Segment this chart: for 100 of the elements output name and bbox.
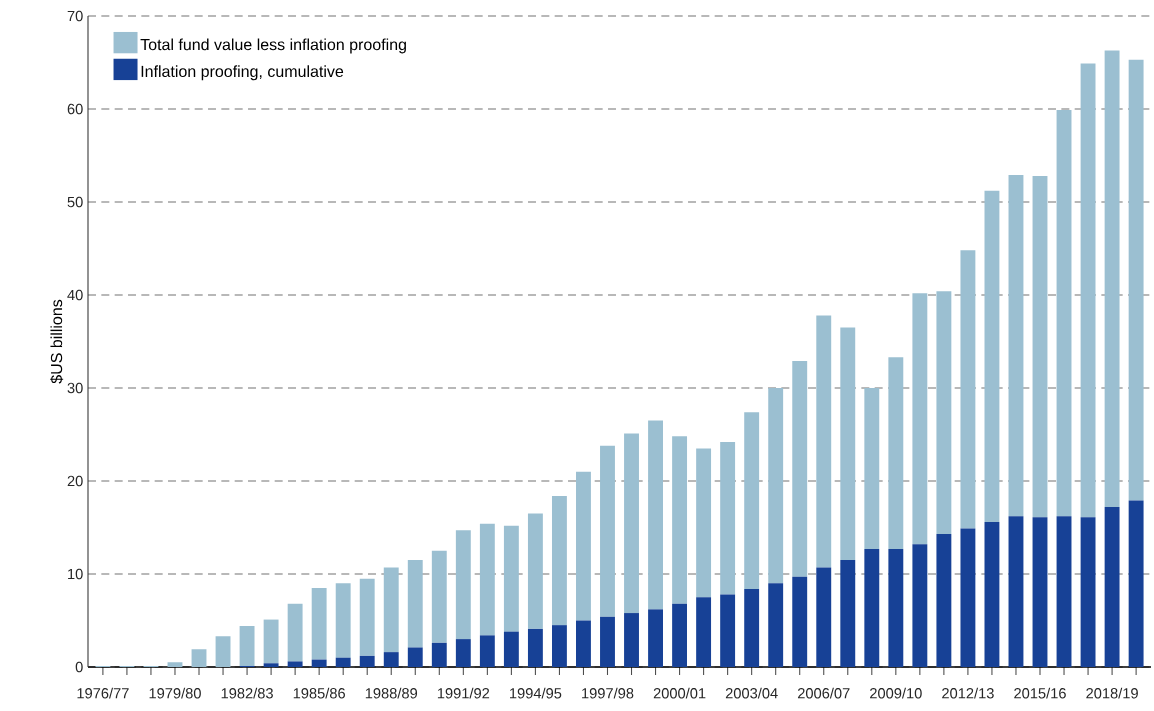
- y-tick-label: 70: [67, 10, 83, 22]
- bar: [311, 659, 327, 667]
- bar: [888, 548, 904, 667]
- bar: [696, 597, 712, 667]
- y-tick-label: 0: [75, 661, 83, 673]
- bar: [431, 642, 447, 667]
- bar: [984, 521, 1000, 667]
- x-tick-label: 1982/83: [221, 687, 273, 699]
- x-tick-label: 1991/92: [437, 687, 490, 699]
- bar: [263, 619, 279, 664]
- bar: [1128, 500, 1144, 667]
- x-tick-label: 2012/13: [942, 687, 994, 699]
- bar: [720, 594, 736, 667]
- x-tick-label: 1979/80: [149, 687, 201, 699]
- x-tick-label: 1976/77: [77, 687, 129, 699]
- bar: [239, 626, 255, 667]
- x-tick-label: 1994/95: [510, 687, 562, 699]
- bar: [720, 441, 736, 595]
- bar: [624, 433, 639, 614]
- x-tick-label: 1985/86: [293, 687, 345, 699]
- bar: [672, 436, 688, 604]
- bar: [551, 625, 567, 667]
- bar: [335, 657, 351, 667]
- bar: [191, 649, 207, 667]
- bar: [864, 548, 880, 667]
- bar: [888, 357, 904, 549]
- bar: [1056, 516, 1072, 667]
- bar: [1104, 50, 1120, 508]
- bar: [912, 544, 928, 667]
- bar: [912, 293, 928, 545]
- bar: [383, 652, 399, 667]
- bar: [576, 471, 591, 621]
- x-tick-label: 2009/10: [870, 687, 922, 699]
- x-tick-label: 2003/04: [725, 687, 778, 699]
- bar: [1128, 59, 1144, 501]
- bar: [840, 327, 856, 561]
- bar: [455, 530, 471, 640]
- bar: [1056, 109, 1072, 517]
- bar: [792, 576, 808, 667]
- bar: [1080, 517, 1096, 667]
- bar: [407, 647, 423, 667]
- bar: [287, 661, 303, 667]
- bar: [1032, 517, 1048, 667]
- bar: [624, 613, 639, 667]
- x-tick-label: 2000/01: [653, 687, 706, 699]
- y-tick-label: 50: [67, 196, 83, 208]
- bar: [576, 620, 591, 667]
- bar: [768, 388, 784, 584]
- y-tick-label: 10: [68, 568, 83, 580]
- bar: [768, 583, 784, 667]
- bar: [407, 560, 423, 648]
- bar: [359, 578, 375, 656]
- bar: [648, 609, 663, 667]
- bar: [744, 588, 760, 667]
- bar: [215, 636, 231, 667]
- bar: [551, 495, 567, 626]
- bar: [936, 534, 952, 667]
- bar: [1008, 175, 1024, 517]
- bar: [1032, 175, 1048, 518]
- y-tick-label: 40: [67, 289, 83, 301]
- legend-label: Inflation proofing, cumulative: [141, 65, 344, 81]
- bar: [311, 587, 327, 660]
- bar: [479, 635, 495, 667]
- bar: [984, 190, 1000, 522]
- x-tick-label: 1997/98: [582, 687, 634, 699]
- x-tick-label: 2015/16: [1014, 687, 1066, 699]
- bar: [1008, 516, 1024, 667]
- bar: [527, 513, 543, 629]
- bar: [600, 616, 615, 667]
- bar: [527, 628, 543, 667]
- bar: [287, 603, 303, 662]
- bar: [672, 603, 688, 667]
- x-tick-label: 2018/19: [1086, 687, 1138, 699]
- bar: [960, 528, 976, 667]
- bar: [696, 448, 712, 598]
- bar: [455, 639, 471, 667]
- y-tick-label: 60: [67, 103, 83, 115]
- bar: [383, 567, 399, 653]
- bar: [744, 412, 760, 589]
- bar: [960, 250, 976, 529]
- bar: [335, 583, 351, 658]
- bar: [431, 550, 447, 643]
- bar: [503, 631, 519, 667]
- bar: [936, 291, 952, 535]
- x-tick-label: 1988/89: [365, 687, 418, 699]
- bar: [479, 523, 495, 636]
- y-tick-label: 20: [67, 475, 83, 487]
- bar: [840, 560, 856, 667]
- bar: [648, 420, 663, 610]
- bar: [167, 662, 183, 667]
- bar: [792, 361, 808, 577]
- bar: [263, 663, 279, 667]
- bar: [816, 315, 832, 568]
- bar: [816, 567, 832, 667]
- bar: [1080, 63, 1096, 518]
- legend-label: Total fund value less inflation proofing: [140, 38, 406, 54]
- bar: [864, 388, 880, 549]
- y-axis-title: $US billions: [50, 299, 64, 384]
- x-tick-label: 2006/07: [797, 687, 850, 699]
- bar: [600, 445, 615, 617]
